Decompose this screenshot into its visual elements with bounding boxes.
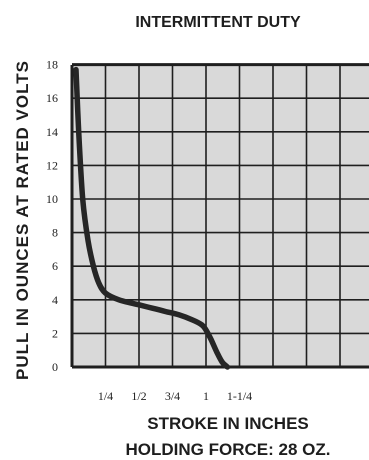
x-axis-label: STROKE IN INCHES — [147, 414, 309, 433]
y-tick-label: 2 — [52, 326, 58, 340]
y-tick-label: 8 — [52, 226, 58, 240]
y-tick-label: 12 — [46, 158, 58, 172]
y-tick-label: 16 — [46, 91, 58, 105]
x-tick-label: 3/4 — [165, 389, 180, 403]
y-axis-label: PULL IN OUNCES AT RATED VOLTS — [13, 60, 32, 380]
x-tick-label: 1 — [203, 389, 209, 403]
x-tick-label: 1-1/4 — [227, 389, 252, 403]
holding-force-note: HOLDING FORCE: 28 OZ. — [126, 440, 331, 459]
y-tick-label: 14 — [46, 125, 58, 139]
y-tick-label: 4 — [52, 293, 58, 307]
y-tick-label: 18 — [46, 58, 58, 72]
y-tick-label: 10 — [46, 192, 58, 206]
y-tick-label: 0 — [52, 360, 58, 374]
chart-title: INTERMITTENT DUTY — [135, 14, 301, 31]
y-tick-label: 6 — [52, 259, 58, 273]
pull-curve-line — [73, 66, 231, 370]
x-tick-label: 1/4 — [98, 389, 113, 403]
plot-area — [72, 65, 369, 367]
x-tick-label: 1/2 — [131, 389, 146, 403]
